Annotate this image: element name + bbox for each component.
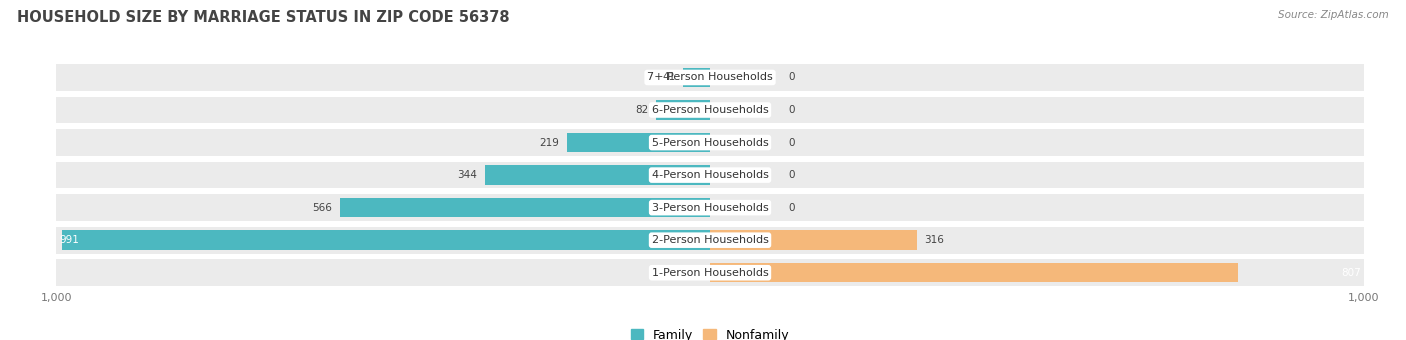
Text: 7+ Person Households: 7+ Person Households [647, 72, 773, 83]
Text: 41: 41 [662, 72, 675, 83]
Bar [56, 227, 1364, 254]
Text: 0: 0 [789, 203, 794, 212]
Bar [56, 259, 1364, 286]
Bar [710, 263, 1237, 283]
Text: 219: 219 [538, 138, 560, 148]
Bar [56, 97, 1364, 123]
Text: 316: 316 [925, 235, 945, 245]
Text: 0: 0 [789, 138, 794, 148]
Text: 566: 566 [312, 203, 332, 212]
Text: 3-Person Households: 3-Person Households [651, 203, 769, 212]
Text: 807: 807 [1341, 268, 1361, 278]
Text: 991: 991 [59, 235, 79, 245]
Text: 5-Person Households: 5-Person Households [651, 138, 769, 148]
Text: 82: 82 [636, 105, 648, 115]
Text: HOUSEHOLD SIZE BY MARRIAGE STATUS IN ZIP CODE 56378: HOUSEHOLD SIZE BY MARRIAGE STATUS IN ZIP… [17, 10, 509, 25]
Text: 2-Person Households: 2-Person Households [651, 235, 769, 245]
Bar [567, 133, 710, 152]
Bar [56, 162, 1364, 188]
Legend: Family, Nonfamily: Family, Nonfamily [626, 324, 794, 340]
Bar [485, 165, 710, 185]
Bar [657, 100, 710, 120]
Text: 0: 0 [789, 72, 794, 83]
Bar [683, 68, 710, 87]
Bar [62, 231, 710, 250]
Text: 0: 0 [789, 170, 794, 180]
Text: 0: 0 [789, 105, 794, 115]
Bar [56, 64, 1364, 91]
Text: Source: ZipAtlas.com: Source: ZipAtlas.com [1278, 10, 1389, 20]
Bar [710, 231, 917, 250]
Text: 344: 344 [457, 170, 477, 180]
Text: 1-Person Households: 1-Person Households [651, 268, 769, 278]
Text: 4-Person Households: 4-Person Households [651, 170, 769, 180]
Bar [56, 194, 1364, 221]
Bar [340, 198, 710, 217]
Text: 6-Person Households: 6-Person Households [651, 105, 769, 115]
Bar [56, 129, 1364, 156]
